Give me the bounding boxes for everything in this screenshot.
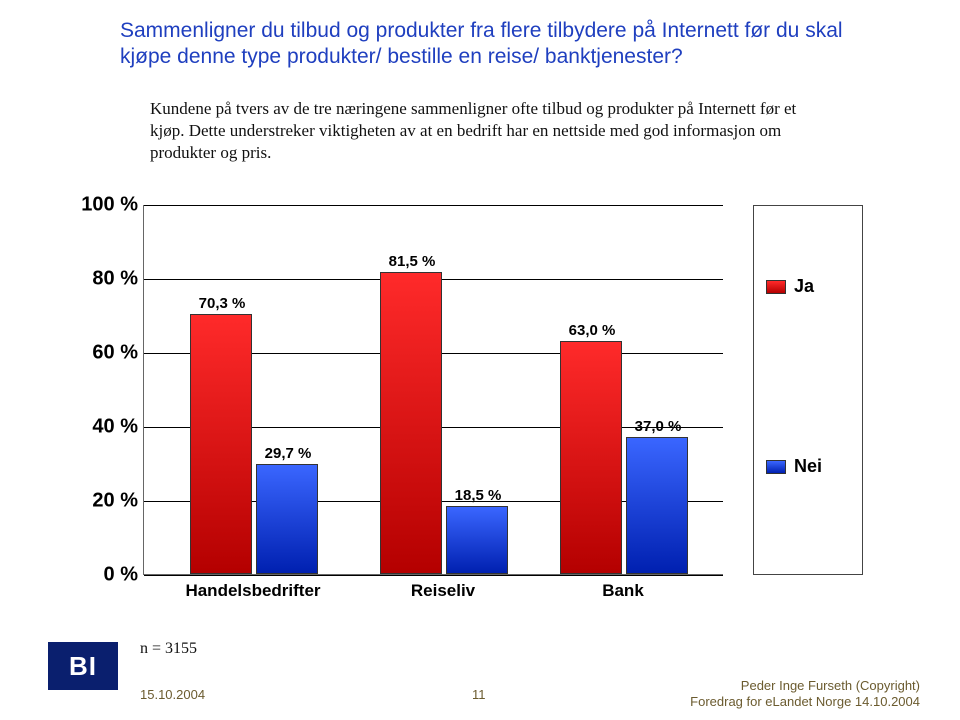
- y-axis-label: 20 %: [68, 490, 138, 513]
- bar-value-label: 29,7 %: [248, 445, 328, 462]
- footer-event: Foredrag for eLandet Norge 14.10.2004: [690, 694, 920, 710]
- logo: BI: [48, 642, 118, 690]
- bar-chart: 70,3 %29,7 %81,5 %18,5 %63,0 %37,0 % 0 %…: [58, 195, 818, 615]
- bar-value-label: 63,0 %: [552, 322, 632, 339]
- bar-value-label: 18,5 %: [438, 487, 518, 504]
- legend-swatch: [766, 280, 786, 294]
- footer-right: Peder Inge Furseth (Copyright) Foredrag …: [690, 678, 920, 711]
- legend-text: Nei: [794, 456, 822, 477]
- bar: 37,0 %: [626, 437, 688, 574]
- bar-value-label: 70,3 %: [182, 295, 262, 312]
- footer-date: 15.10.2004: [140, 687, 205, 702]
- y-axis-label: 100 %: [68, 194, 138, 217]
- bar: 63,0 %: [560, 341, 622, 574]
- bar: 18,5 %: [446, 506, 508, 574]
- y-axis-label: 40 %: [68, 416, 138, 439]
- bar-value-label: 81,5 %: [372, 253, 452, 270]
- y-axis-label: 0 %: [68, 564, 138, 587]
- title-block: Sammenligner du tilbud og produkter fra …: [120, 18, 860, 71]
- legend-entry: Ja: [766, 276, 814, 297]
- x-axis-label: Reiseliv: [363, 581, 523, 601]
- footer-author: Peder Inge Furseth (Copyright): [690, 678, 920, 694]
- y-axis-label: 80 %: [68, 268, 138, 291]
- bar: 70,3 %: [190, 314, 252, 574]
- x-axis-label: Bank: [543, 581, 703, 601]
- legend: Ja Nei: [753, 205, 863, 575]
- legend-text: Ja: [794, 276, 814, 297]
- bar: 81,5 %: [380, 272, 442, 574]
- bar-value-label: 37,0 %: [618, 418, 698, 435]
- body-paragraph: Kundene på tvers av de tre næringene sam…: [150, 98, 810, 164]
- logo-text: BI: [69, 651, 97, 682]
- footer-page: 11: [472, 687, 486, 702]
- slide: Sammenligner du tilbud og produkter fra …: [0, 0, 960, 720]
- plot-area: 70,3 %29,7 %81,5 %18,5 %63,0 %37,0 %: [143, 205, 723, 575]
- gridline: [144, 205, 723, 206]
- y-axis-label: 60 %: [68, 342, 138, 365]
- gridline: [144, 575, 723, 576]
- legend-entry: Nei: [766, 456, 822, 477]
- bar: 29,7 %: [256, 464, 318, 574]
- x-axis-label: Handelsbedrifter: [173, 581, 333, 601]
- sample-size: n = 3155: [140, 640, 197, 658]
- slide-title: Sammenligner du tilbud og produkter fra …: [120, 18, 860, 71]
- legend-swatch: [766, 460, 786, 474]
